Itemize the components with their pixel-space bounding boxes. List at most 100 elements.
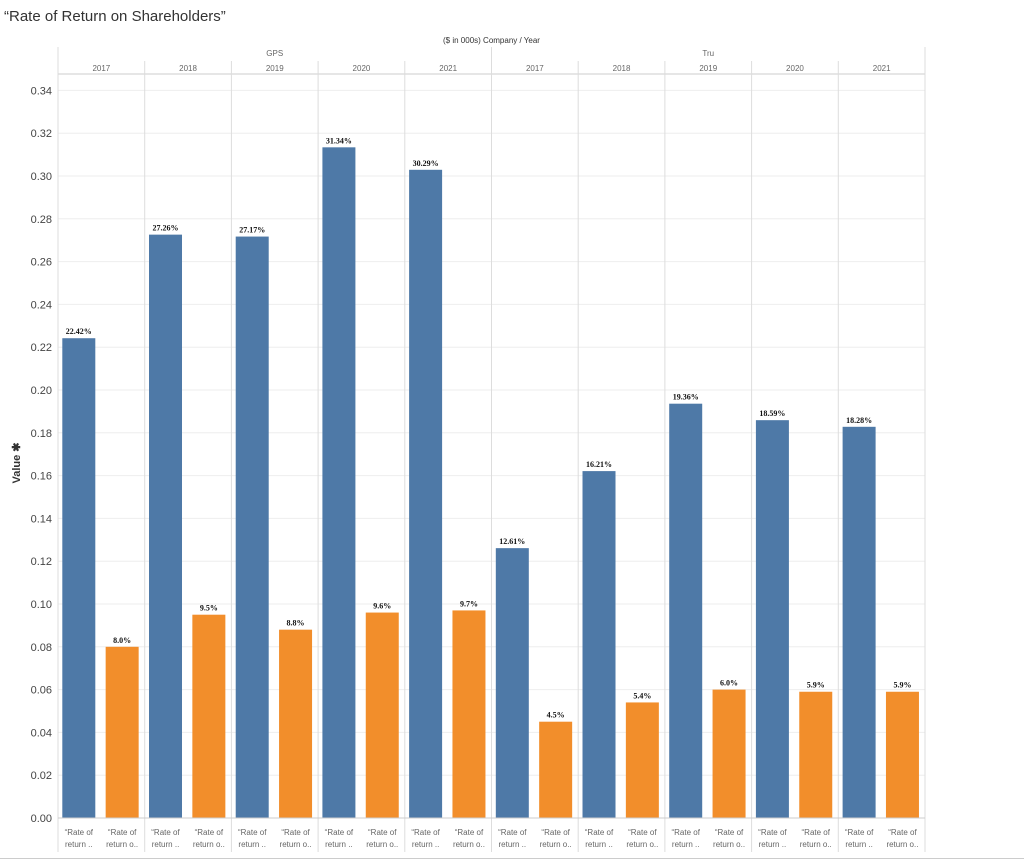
data-label: 27.26% bbox=[153, 224, 179, 233]
category-label: “Rate of bbox=[325, 828, 354, 837]
category-label: return .. bbox=[65, 840, 93, 849]
year-label: 2019 bbox=[699, 64, 717, 73]
year-label: 2017 bbox=[92, 64, 110, 73]
category-label: “Rate of bbox=[585, 828, 614, 837]
y-tick-label: 0.18 bbox=[31, 428, 52, 440]
bar bbox=[885, 691, 919, 818]
year-label: 2019 bbox=[266, 64, 284, 73]
y-axis-title: Value ✱ bbox=[11, 442, 23, 483]
y-tick-label: 0.14 bbox=[31, 513, 52, 525]
data-label: 22.42% bbox=[66, 327, 92, 336]
bar bbox=[539, 721, 573, 818]
y-tick-label: 0.02 bbox=[31, 770, 52, 782]
y-tick-label: 0.06 bbox=[31, 685, 52, 697]
category-label: “Rate of bbox=[498, 828, 527, 837]
category-label: “Rate of bbox=[541, 828, 570, 837]
category-label: “Rate of bbox=[715, 828, 744, 837]
bar bbox=[279, 629, 313, 818]
category-label: return .. bbox=[672, 840, 700, 849]
year-label: 2017 bbox=[526, 64, 544, 73]
bar bbox=[62, 338, 96, 818]
bar bbox=[582, 471, 616, 818]
category-label: return o.. bbox=[713, 840, 745, 849]
chart-title: “Rate of Return on Shareholders” bbox=[4, 8, 226, 25]
data-label: 4.5% bbox=[547, 711, 565, 720]
y-tick-label: 0.24 bbox=[31, 299, 52, 311]
data-label: 31.34% bbox=[326, 136, 352, 145]
category-label: return o.. bbox=[453, 840, 485, 849]
data-label: 12.61% bbox=[499, 537, 525, 546]
category-label: return o.. bbox=[280, 840, 312, 849]
category-label: return .. bbox=[412, 840, 440, 849]
data-label: 9.5% bbox=[200, 604, 218, 613]
category-label: “Rate of bbox=[888, 828, 917, 837]
y-tick-label: 0.30 bbox=[31, 171, 52, 183]
category-label: “Rate of bbox=[802, 828, 831, 837]
y-tick-label: 0.10 bbox=[31, 599, 52, 611]
bar bbox=[625, 702, 659, 818]
company-label: Tru bbox=[702, 49, 714, 58]
data-label: 9.6% bbox=[373, 602, 391, 611]
category-label: “Rate of bbox=[108, 828, 137, 837]
bar bbox=[409, 169, 443, 818]
category-label: “Rate of bbox=[845, 828, 874, 837]
category-label: return .. bbox=[759, 840, 787, 849]
bar bbox=[842, 426, 876, 818]
category-label: “Rate of bbox=[195, 828, 224, 837]
data-label: 8.0% bbox=[113, 636, 131, 645]
category-label: “Rate of bbox=[628, 828, 657, 837]
category-label: “Rate of bbox=[238, 828, 267, 837]
data-label: 9.7% bbox=[460, 599, 478, 608]
data-label: 5.4% bbox=[633, 691, 651, 700]
year-label: 2018 bbox=[179, 64, 197, 73]
data-label: 8.8% bbox=[287, 619, 305, 628]
year-label: 2020 bbox=[786, 64, 804, 73]
year-label: 2020 bbox=[353, 64, 371, 73]
bar bbox=[365, 612, 399, 818]
category-label: return o.. bbox=[800, 840, 832, 849]
bottom-divider bbox=[0, 858, 1024, 859]
bar bbox=[495, 548, 529, 818]
y-tick-label: 0.34 bbox=[31, 85, 52, 97]
category-label: “Rate of bbox=[151, 828, 180, 837]
category-label: “Rate of bbox=[455, 828, 484, 837]
header-label: ($ in 000s) Company / Year bbox=[443, 36, 540, 45]
data-label: 18.28% bbox=[846, 416, 872, 425]
data-label: 27.17% bbox=[239, 226, 265, 235]
category-label: “Rate of bbox=[411, 828, 440, 837]
category-label: “Rate of bbox=[281, 828, 310, 837]
company-label: GPS bbox=[266, 49, 283, 58]
category-label: “Rate of bbox=[758, 828, 787, 837]
y-tick-label: 0.12 bbox=[31, 556, 52, 568]
y-tick-label: 0.26 bbox=[31, 257, 52, 269]
y-tick-label: 0.22 bbox=[31, 342, 52, 354]
year-label: 2021 bbox=[873, 64, 891, 73]
category-label: return o.. bbox=[106, 840, 138, 849]
category-label: return o.. bbox=[540, 840, 572, 849]
bar bbox=[192, 614, 226, 818]
y-tick-label: 0.28 bbox=[31, 214, 52, 226]
category-label: return .. bbox=[238, 840, 266, 849]
category-label: return .. bbox=[499, 840, 527, 849]
category-label: “Rate of bbox=[65, 828, 94, 837]
year-label: 2018 bbox=[613, 64, 631, 73]
data-label: 19.36% bbox=[673, 393, 699, 402]
y-tick-label: 0.04 bbox=[31, 727, 52, 739]
bar bbox=[149, 234, 183, 819]
bar bbox=[755, 420, 789, 818]
category-label: return .. bbox=[152, 840, 180, 849]
bar bbox=[452, 610, 486, 818]
category-label: return .. bbox=[325, 840, 353, 849]
bar bbox=[105, 646, 139, 818]
bar bbox=[669, 403, 703, 818]
bar bbox=[712, 689, 746, 818]
data-label: 16.21% bbox=[586, 460, 612, 469]
category-label: return o.. bbox=[886, 840, 918, 849]
bar bbox=[235, 236, 269, 818]
data-label: 30.29% bbox=[413, 159, 439, 168]
category-label: “Rate of bbox=[671, 828, 700, 837]
year-label: 2021 bbox=[439, 64, 457, 73]
data-label: 18.59% bbox=[759, 409, 785, 418]
y-tick-label: 0.16 bbox=[31, 471, 52, 483]
